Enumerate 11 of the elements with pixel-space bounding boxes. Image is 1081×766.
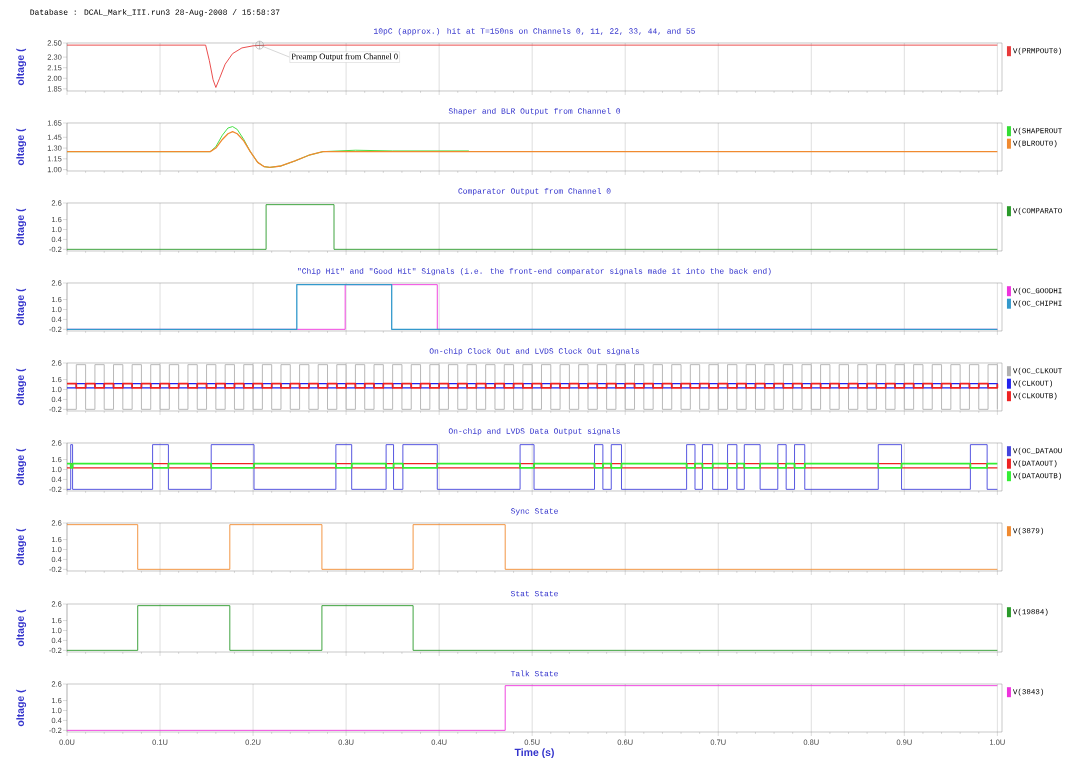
y-axis-title: oltage ( xyxy=(16,528,27,566)
y-axis-title: oltage ( xyxy=(16,208,27,246)
y-axis-title: oltage ( xyxy=(16,448,27,486)
y-axis-title: oltage ( xyxy=(16,689,27,727)
annotation: Preamp Output from Channel 0 xyxy=(291,53,398,61)
y-axis-title: oltage ( xyxy=(16,48,27,86)
y-axis-title: oltage ( xyxy=(16,368,27,406)
y-axis-title: oltage ( xyxy=(16,128,27,166)
y-axis-title: oltage ( xyxy=(16,609,27,647)
x-axis-title: Time (s) xyxy=(514,748,554,759)
y-axis-title: oltage ( xyxy=(16,288,27,326)
